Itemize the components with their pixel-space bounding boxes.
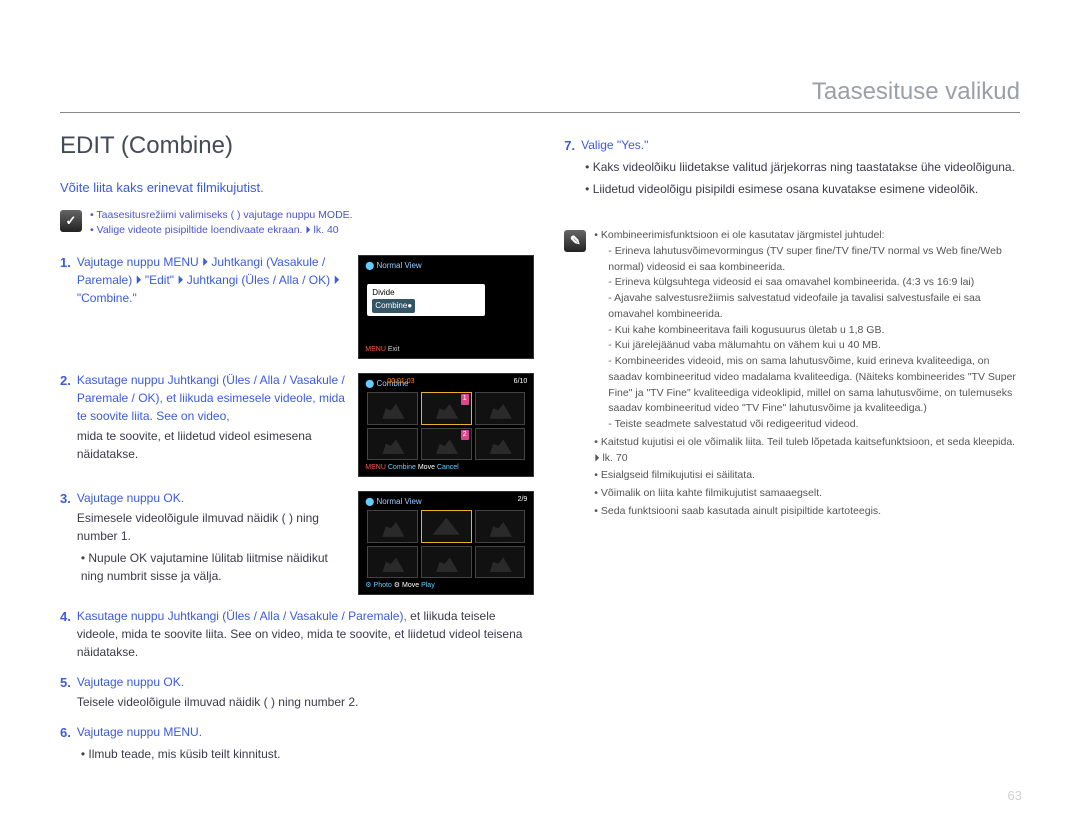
step-number: 5. [60, 673, 71, 711]
page-subtitle: Võite liita kaks erinevat filmikujutist. [60, 178, 534, 198]
section-header: Taasesituse valikud [812, 78, 1020, 106]
thumbnail-normal: ⬤ Normal View 2/9 ⚙ Photo ⚙ Move Play [358, 491, 534, 595]
page-number: 63 [1008, 788, 1022, 803]
step-7: 7. Valige "Yes." Kaks videolõiku liideta… [564, 136, 1020, 198]
thumb-counter: 2/9 [518, 495, 528, 506]
note-bullet: Võimalik on liita kahte filmikujutist sa… [594, 486, 1020, 502]
page-title: EDIT (Combine) [60, 128, 534, 164]
content-area: EDIT (Combine) Võite liita kaks erinevat… [60, 128, 1020, 775]
step-5: 5. Vajutage nuppu OK. Teisele videolõigu… [60, 673, 534, 711]
step-number: 2. [60, 371, 71, 477]
note-sub: Ajavahe salvestusrežiimis salvestatud vi… [608, 291, 1020, 323]
thumbnail-combine: ⬤ Combine 00:01:03 6/10 1 2 MENU Combine… [358, 373, 534, 477]
step-number: 6. [60, 723, 71, 763]
step-bullet: Kaks videolõiku liidetakse valitud järje… [585, 158, 1020, 176]
note-sub: Teiste seadmete salvestatud või redigeer… [608, 417, 1020, 433]
step-title: Vajutage nuppu MENU ⏵ Juhtkangi (Vasakul… [77, 253, 348, 307]
thumbnail-divide: ⬤ Normal View Divide Combine ● MENU MENU… [358, 255, 534, 359]
menu-item-selected: Combine ● [372, 299, 415, 313]
divider [60, 112, 1020, 113]
thumb-footer: MENU Combine Move Cancel [365, 463, 458, 474]
menu-item: Divide [372, 287, 480, 299]
step-title: Valige "Yes." [581, 136, 1020, 154]
right-column: 7. Valige "Yes." Kaks videolõiku liideta… [564, 128, 1020, 775]
step-number: 7. [564, 136, 575, 198]
thumb-footer: ⚙ Photo ⚙ Move Play [365, 581, 434, 592]
thumb-footer: MENU MENU ExitExit [365, 345, 399, 356]
step-3: 3. Vajutage nuppu OK. Esimesele videolõi… [60, 489, 534, 595]
step-2: 2. Kasutage nuppu Juhtkangi (Üles / Alla… [60, 371, 534, 477]
note-lead: Kombineerimisfunktsioon ei ole kasutatav… [594, 228, 1020, 433]
intro-note-item: Taasesitusrežiimi valimiseks ( ) vajutag… [90, 208, 353, 224]
thumb-counter: 6/10 [514, 377, 528, 388]
thumb-menu: Divide Combine ● [367, 284, 485, 316]
note-bullet: Seda funktsiooni saab kasutada ainult pi… [594, 504, 1020, 520]
note-sub: Kui kahe kombineeritava faili kogusuurus… [608, 323, 1020, 339]
step-title: Kasutage nuppu Juhtkangi (Üles / Alla / … [77, 609, 407, 623]
thumb-time: 00:01:03 [387, 377, 414, 388]
step-title: Kasutage nuppu Juhtkangi (Üles / Alla / … [77, 371, 348, 425]
right-notes: Kombineerimisfunktsioon ei ole kasutatav… [564, 228, 1020, 522]
step-title: Vajutage nuppu OK. [77, 489, 348, 507]
thumb-header: ⬤ Normal View [365, 260, 421, 272]
note-sub: Kui järelejäänud vaba mälumahtu on vähem… [608, 338, 1020, 354]
step-title: Vajutage nuppu MENU. [77, 723, 534, 741]
thumb-grid: 1 2 [367, 392, 525, 460]
intro-note: Taasesitusrežiimi valimiseks ( ) vajutag… [60, 208, 534, 240]
step-text: Teisele videolõigule ilmuvad näidik ( ) … [77, 693, 534, 711]
step-number: 3. [60, 489, 71, 595]
step-number: 4. [60, 607, 71, 661]
note-sub: Kombineerides videoid, mis on sama lahut… [608, 354, 1020, 417]
pencil-icon [564, 230, 586, 252]
right-note-body: Kombineerimisfunktsioon ei ole kasutatav… [594, 228, 1020, 522]
intro-note-list: Taasesitusrežiimi valimiseks ( ) vajutag… [90, 208, 353, 240]
note-bullet: Kaitstud kujutisi ei ole võimalik liita.… [594, 435, 1020, 467]
note-sub: Erineva lahutusvõimevormingus (TV super … [608, 244, 1020, 276]
step-text: mida te soovite, et liidetud videol esim… [77, 427, 348, 463]
step-number: 1. [60, 253, 71, 359]
thumb-header: ⬤ Normal View [365, 496, 421, 508]
step-title: Vajutage nuppu OK. [77, 673, 534, 691]
left-column: EDIT (Combine) Võite liita kaks erinevat… [60, 128, 534, 775]
badge-1: 1 [461, 394, 469, 405]
intro-note-item: Valige videote pisipiltide loendivaate e… [90, 223, 353, 239]
step-bullet: Nupule OK vajutamine lülitab liitmise nä… [81, 549, 348, 585]
step-4: 4. Kasutage nuppu Juhtkangi (Üles / Alla… [60, 607, 534, 661]
badge-2: 2 [461, 430, 469, 441]
check-icon [60, 210, 82, 232]
step-text: Esimesele videolõigule ilmuvad näidik ( … [77, 509, 348, 545]
note-bullet: Esialgseid filmikujutisi ei säilitata. [594, 468, 1020, 484]
thumb-grid [367, 510, 525, 578]
note-sub: Erineva külgsuhtega videosid ei saa omav… [608, 275, 1020, 291]
step-bullet: Ilmub teade, mis küsib teilt kinnitust. [81, 745, 534, 763]
step-1: 1. Vajutage nuppu MENU ⏵ Juhtkangi (Vasa… [60, 253, 534, 359]
step-bullet: Liidetud videolõigu pisipildi esimese os… [585, 180, 1020, 198]
step-6: 6. Vajutage nuppu MENU. Ilmub teade, mis… [60, 723, 534, 763]
